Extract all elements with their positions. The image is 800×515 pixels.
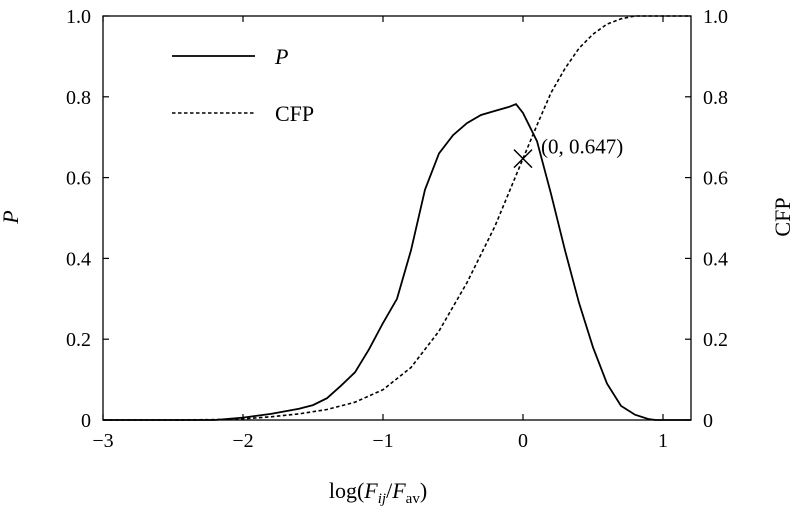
y-tick-label-left: 0.2: [66, 329, 91, 351]
annotation-label: (0, 0.647): [541, 135, 623, 159]
x-axis-label-sub1: ij: [378, 491, 386, 507]
y-tick-label-right: 0.2: [703, 329, 728, 351]
y-tick-label-left: 0.4: [66, 248, 91, 270]
x-axis-label-sep: /: [386, 478, 393, 503]
y-tick-label-left: 1.0: [66, 6, 91, 28]
series-line-cfp: [103, 15, 691, 421]
series-line-p: [103, 103, 691, 421]
y-tick-label-right: 0: [703, 410, 713, 432]
x-tick-label: −1: [372, 430, 393, 452]
annotation-layer: (0, 0.647): [513, 135, 623, 169]
x-tick-label: 0: [518, 430, 528, 452]
legend-label-cfp: CFP: [275, 101, 314, 126]
annotation-marker: [513, 149, 533, 169]
x-axis-label-suffix: ): [420, 478, 427, 503]
y-axis-label-right: CFP: [770, 197, 795, 236]
x-axis-label-sub2: av: [406, 491, 421, 507]
legend: P CFP: [172, 44, 314, 126]
x-axis-label-var2: F: [391, 478, 406, 503]
y-tick-label-right: 0.4: [703, 248, 728, 270]
x-tick-label: −3: [92, 430, 113, 452]
y-tick-label-right: 0.6: [703, 168, 728, 190]
y-tick-label-left: 0: [81, 410, 91, 432]
x-tick-label: 1: [658, 430, 668, 452]
y-tick-label-left: 0.6: [66, 168, 91, 190]
legend-label-p: P: [274, 44, 288, 69]
y-axis-label-left: P: [0, 210, 23, 224]
plot-frame: [102, 15, 692, 421]
x-tick-label: −2: [232, 430, 253, 452]
x-axis-label-prefix: log(: [329, 478, 364, 503]
y-tick-label-right: 0.8: [703, 87, 728, 109]
x-axis-label: log(Fij/Fav): [329, 478, 427, 507]
axis-ticks: −3 −2 −1 0 1 0 0 0.2 0.2 0.4 0.4 0.6 0.6 0.8 0.8 1.0 1.0: [66, 6, 728, 452]
series-layer: [103, 15, 691, 421]
x-axis-label-var1: F: [363, 478, 378, 503]
y-tick-label-left: 0.8: [66, 87, 91, 109]
y-tick-label-right: 1.0: [703, 6, 728, 28]
